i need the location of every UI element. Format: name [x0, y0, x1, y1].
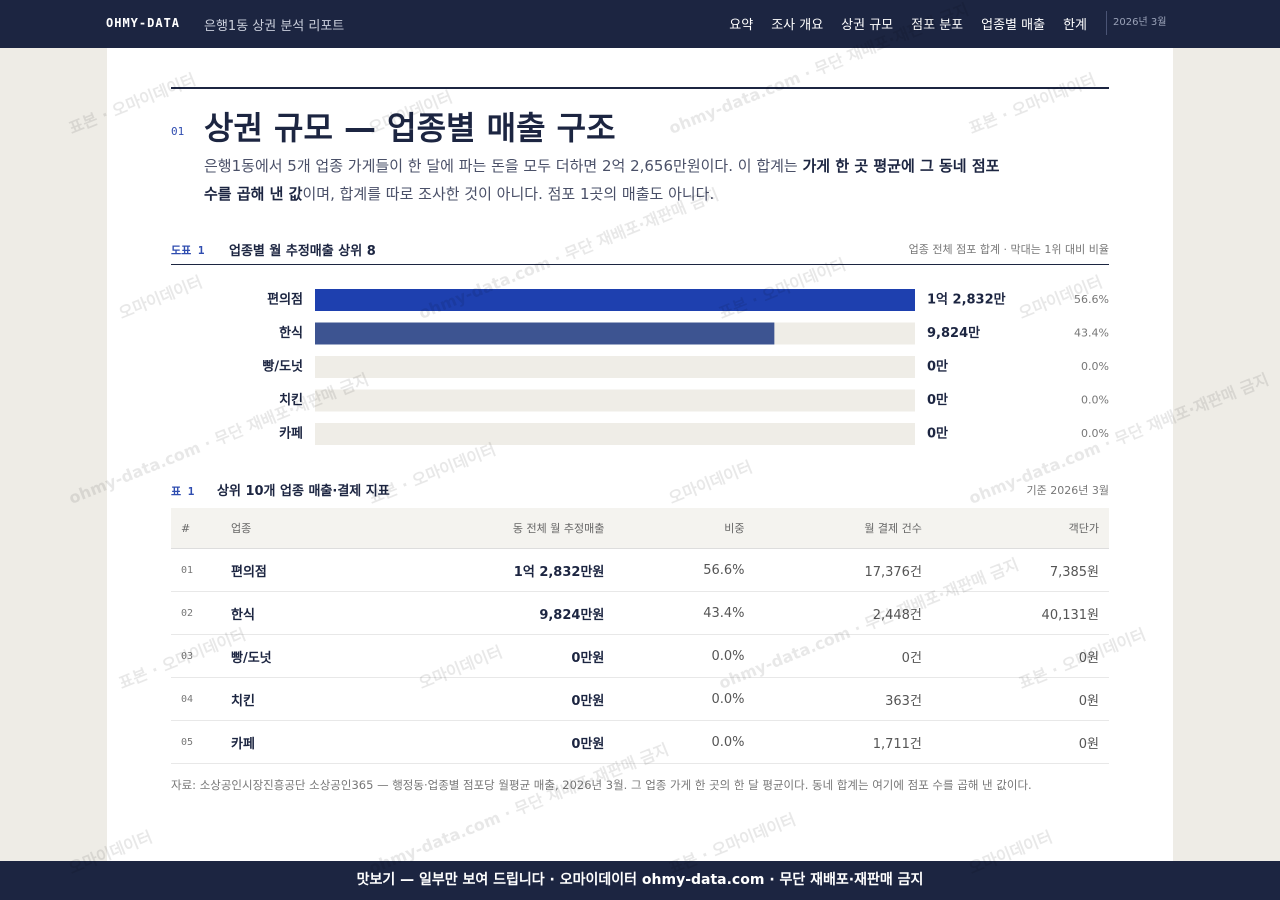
value-label: 0만: [927, 426, 948, 442]
source-note: 자료: 소상공인시장진흥공단 소상공인365 — 행정동·업종별 점포당 월평균…: [171, 778, 1032, 792]
table-cell: 17,376건: [754, 548, 932, 592]
table-body: 01 편의점 1억 2,832만원 56.6% 17,376건 7,385원 02 한식 9,8…: [171, 548, 1109, 764]
column-header: 비중: [614, 508, 755, 549]
table-cell: 2,448건: [754, 591, 932, 635]
section-number: 01: [171, 125, 185, 138]
category-label: 빵/도넛: [262, 359, 303, 375]
category-label: 한식: [279, 325, 303, 341]
table-cell: 0건: [754, 634, 932, 678]
table-note: 기준 2026년 3월: [1026, 484, 1109, 497]
table-cell: 40,131원: [931, 591, 1109, 635]
section-rule: [171, 87, 1109, 89]
nav-item[interactable]: 조사 개요: [771, 18, 824, 33]
column-header: 동 전체 월 추정매출: [359, 508, 615, 549]
column-header: 업종: [221, 508, 360, 549]
lead: 은행1동에서 5개 업종 가게들이 한 달에 파는 돈을 모두 더하면 2억 2…: [204, 152, 1004, 208]
nav: 요약 조사 개요 상권 규모 점포 분포 업종별 매출 한계: [729, 14, 1087, 33]
table-cell: 편의점: [221, 548, 360, 592]
report-date: 2026년 3월: [1106, 11, 1166, 35]
table-cell: 43.4%: [614, 591, 755, 635]
table-cell: 0만원: [359, 720, 615, 764]
table-cell: 빵/도넛: [221, 634, 360, 678]
table-cell: 0만원: [359, 677, 615, 721]
nav-item[interactable]: 업종별 매출: [981, 18, 1046, 33]
table-cell: 7,385원: [931, 548, 1109, 592]
nav-item[interactable]: 상권 규모: [841, 18, 894, 33]
table-cell: 1,711건: [754, 720, 932, 764]
table-cell: 56.6%: [614, 548, 755, 592]
table-cell: 1억 2,832만원: [359, 548, 615, 592]
footer-banner: 맛보기 — 일부만 보여 드립니다 · 오마이데이터 ohmy-data.com…: [0, 861, 1280, 900]
table-row: 05 카페 0만원 0.0% 1,711건 0원: [171, 720, 1109, 764]
bar-track: [315, 423, 915, 445]
table-cell: 01: [171, 548, 221, 592]
table-cell: 0원: [931, 720, 1109, 764]
bar-track: [315, 356, 915, 378]
bar: [315, 322, 775, 345]
table-cell: 0원: [931, 634, 1109, 678]
table-cell: 한식: [221, 591, 360, 635]
bar: [315, 289, 915, 311]
category-label: 카페: [279, 427, 303, 442]
table-title: 상위 10개 업종 매출·결제 지표: [217, 484, 390, 499]
top-bar: OHMY-DATA 은행1동 상권 분석 리포트 요약 조사 개요 상권 규모 점포 …: [0, 0, 1280, 48]
chart-label: 도표 1: [171, 244, 205, 257]
report-name: 은행1동 상권 분석 리포트: [204, 19, 345, 34]
table-cell: 카페: [221, 720, 360, 764]
column-header: 객단가: [931, 508, 1109, 549]
table-row: 01 편의점 1억 2,832만원 56.6% 17,376건 7,385원: [171, 548, 1109, 592]
table-cell: 04: [171, 677, 221, 721]
section-title: 상권 규모 — 업종별 매출 구조: [204, 109, 616, 147]
lead-text: 은행1동에서 5개 업종 가게들이 한 달에 파는 돈을 모두 더하면 2억 2…: [204, 157, 803, 175]
chart-note: 업종 전체 점포 합계 · 막대는 1위 대비 비율: [908, 243, 1109, 256]
table-cell: 03: [171, 634, 221, 678]
value-label: 9,824만: [927, 325, 980, 341]
share-label: 43.4%: [1074, 327, 1109, 340]
header-row: # 업종 동 전체 월 추정매출 비중 월 결제 건수 객단가: [171, 508, 1109, 549]
table-cell: 02: [171, 591, 221, 635]
table-cell: 9,824만원: [359, 591, 615, 635]
value-label: 0만: [927, 359, 948, 375]
lead-emphasis: 가게 한 곳 평균에 그 동네 점포 수를 곱해 낸 값: [204, 157, 1000, 203]
table-row: 04 치킨 0만원 0.0% 363건 0원: [171, 677, 1109, 721]
table-row: 03 빵/도넛 0만원 0.0% 0건 0원: [171, 634, 1109, 678]
chart: 편의점 1억 2,832만 56.6% 한식 9,824만 43.4% 빵/도넛 0만 0.0%…: [262, 289, 1109, 445]
chart-title: 업종별 월 추정매출 상위 8: [229, 244, 376, 259]
table-cell: 0만원: [359, 634, 615, 678]
nav-item[interactable]: 요약: [729, 18, 754, 33]
share-label: 56.6%: [1074, 293, 1109, 306]
table-cell: 0.0%: [614, 677, 755, 721]
table: # 업종 동 전체 월 추정매출 비중 월 결제 건수 객단가 01 편의점 1억 2,832만…: [171, 508, 1109, 764]
value-label: 1억 2,832만: [927, 292, 1006, 308]
brand[interactable]: OHMY-DATA: [106, 16, 181, 30]
table-cell: 363건: [754, 677, 932, 721]
value-label: 0만: [927, 392, 948, 408]
table-row: 02 한식 9,824만원 43.4% 2,448건 40,131원: [171, 591, 1109, 635]
table-caption: 표 1 상위 10개 업종 매출·결제 지표 기준 2026년 3월: [171, 476, 1109, 509]
share-label: 0.0%: [1081, 427, 1109, 440]
column-header: 월 결제 건수: [754, 508, 932, 549]
category-label: 치킨: [279, 392, 303, 408]
table-cell: 0원: [931, 677, 1109, 721]
table-cell: 0.0%: [614, 720, 755, 764]
column-header: #: [171, 508, 221, 549]
bar-track: [315, 389, 915, 412]
table-cell: 치킨: [221, 677, 360, 721]
table-cell: 05: [171, 720, 221, 764]
table-label: 표 1: [171, 485, 195, 498]
share-label: 0.0%: [1081, 360, 1109, 373]
nav-item[interactable]: 한계: [1063, 18, 1087, 33]
share-label: 0.0%: [1081, 394, 1109, 407]
table-cell: 0.0%: [614, 634, 755, 678]
category-label: 편의점: [267, 292, 303, 308]
chart-caption: 도표 1 업종별 월 추정매출 상위 8 업종 전체 점포 합계 · 막대는 1…: [171, 238, 1109, 265]
nav-item[interactable]: 점포 분포: [911, 18, 964, 33]
lead-text: 이며, 합계를 따로 조사한 것이 아니다. 점포 1곳의 매출도 아니다.: [302, 185, 715, 203]
report: 01 상권 규모 — 업종별 매출 구조 은행1동에서 5개 업종 가게들이 한…: [107, 48, 1173, 861]
